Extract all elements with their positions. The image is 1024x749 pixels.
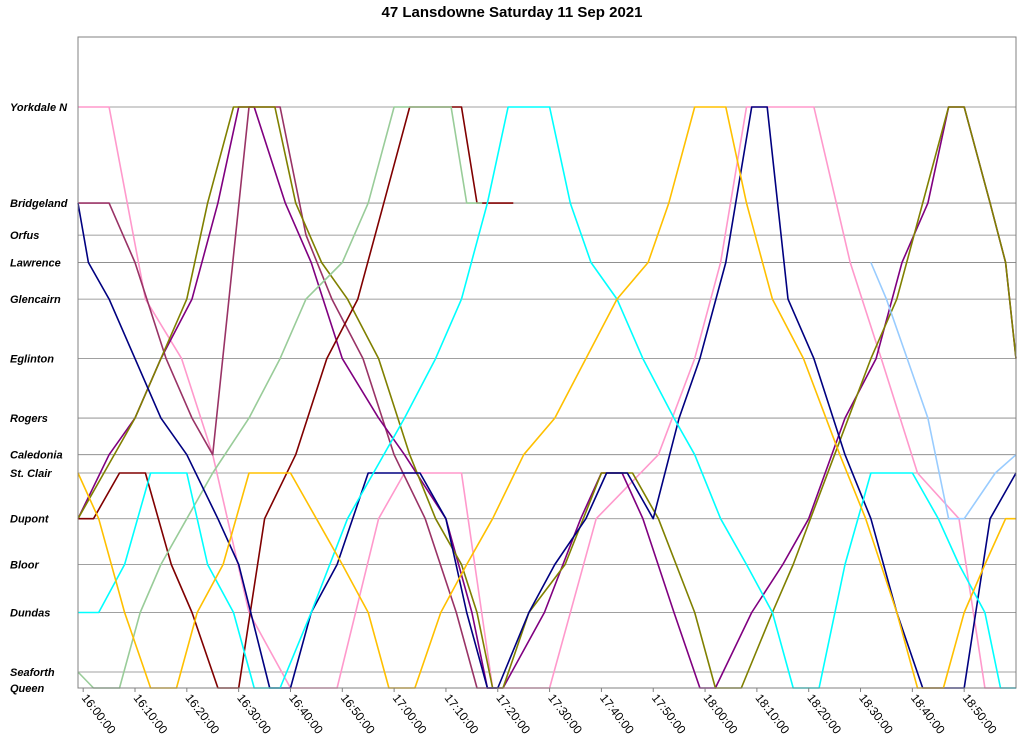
x-tick-label: 18:00:00: [701, 691, 741, 737]
x-tick-labels: 16:00:00 16:10:00 16:20:00 16:30:00 16:40:00…: [79, 688, 1000, 737]
x-tick-label: 18:10:00: [753, 691, 793, 737]
x-tick-label: 16:40:00: [286, 691, 326, 737]
x-tick-label: 17:10:00: [442, 691, 482, 737]
stop-label: Glencairn: [10, 294, 61, 306]
series-lines: [77, 106, 1017, 689]
stop-label: Dundas: [10, 608, 50, 620]
x-tick-label: 18:30:00: [856, 691, 896, 737]
x-tick-label: 18:50:00: [960, 691, 1000, 737]
x-tick-label: 17:00:00: [390, 691, 430, 737]
series-line-7: [77, 106, 1017, 689]
stop-label: Lawrence: [10, 258, 61, 270]
x-tick-label: 16:30:00: [234, 691, 274, 737]
stop-label: Dupont: [10, 514, 50, 526]
stop-label: Orfus: [10, 230, 39, 242]
stop-label: Rogers: [10, 413, 48, 425]
x-tick-label: 16:50:00: [338, 691, 378, 737]
stop-label: Queen: [10, 683, 45, 695]
x-tick-label: 17:50:00: [649, 691, 689, 737]
x-tick-label: 18:20:00: [804, 691, 844, 737]
series-line-10: [870, 262, 1017, 520]
stop-label: Bloor: [10, 559, 39, 571]
x-tick-label: 17:40:00: [597, 691, 637, 737]
x-tick-label: 16:10:00: [131, 691, 171, 737]
x-tick-label: 17:20:00: [493, 691, 533, 737]
x-tick-label: 16:00:00: [79, 691, 119, 737]
chart-title: 47 Lansdowne Saturday 11 Sep 2021: [381, 4, 643, 21]
stop-label: Eglinton: [10, 354, 54, 366]
plot-frame: [77, 36, 1017, 689]
series-line-9: [77, 106, 1016, 689]
stop-label: Caledonia: [10, 450, 63, 462]
x-tick-label: 17:30:00: [545, 691, 585, 737]
series-line-2: [78, 106, 493, 689]
x-tick-label: 16:20:00: [182, 691, 222, 737]
x-tick-label: 18:40:00: [908, 691, 948, 737]
series-line-8: [78, 106, 1016, 689]
stop-label: St. Clair: [10, 468, 52, 480]
stop-label: Bridgeland: [10, 198, 68, 210]
stop-labels: Yorkdale N Bridgeland Orfus Lawrence Glencai…: [10, 102, 68, 695]
stop-label: Seaforth: [10, 667, 55, 679]
stop-label: Yorkdale N: [10, 102, 68, 114]
series-line-6: [77, 106, 483, 689]
